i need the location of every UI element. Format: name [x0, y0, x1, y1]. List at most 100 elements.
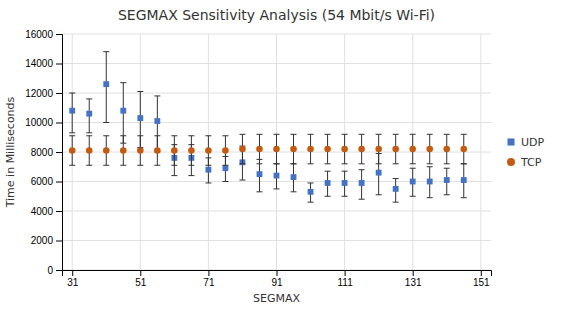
x-tick-mark	[413, 270, 414, 276]
y-tick-label: 16000	[25, 29, 53, 40]
point	[205, 167, 211, 173]
point	[205, 147, 212, 154]
error-bar	[120, 83, 126, 143]
grid-line-y	[62, 240, 491, 241]
point	[461, 177, 467, 183]
x-axis-line	[63, 271, 492, 277]
x-tick: 71	[203, 270, 215, 288]
series	[69, 134, 467, 165]
x-axis: 31 51 71 91 111 131 151	[63, 270, 492, 288]
point	[307, 146, 314, 153]
error-bar	[69, 136, 75, 166]
x-tick-label: 31	[67, 277, 79, 288]
x-tick-mark	[277, 270, 278, 276]
error-bar	[444, 168, 450, 195]
x-tick-label: 91	[271, 277, 283, 288]
point	[375, 146, 382, 153]
y-tick-mark	[56, 182, 62, 183]
point	[103, 81, 109, 87]
point	[376, 170, 382, 176]
y-axis-line	[56, 35, 63, 271]
y-tick-mark	[56, 211, 62, 212]
point	[325, 180, 331, 186]
x-tick-label: 151	[473, 277, 490, 288]
grid-line-y	[62, 93, 491, 94]
error-bar	[461, 164, 467, 198]
point	[426, 146, 433, 153]
legend-swatch	[507, 138, 514, 145]
point	[256, 146, 263, 153]
y-tick-label: 2000	[31, 235, 54, 246]
x-tick-mark	[140, 270, 141, 276]
point	[393, 186, 399, 192]
point	[223, 165, 229, 171]
point	[103, 147, 110, 154]
legend: UDP TCP	[507, 136, 545, 169]
y-tick: 4000	[31, 206, 62, 217]
error-bar	[222, 136, 228, 166]
point	[239, 146, 246, 153]
point	[273, 146, 280, 153]
point	[171, 147, 178, 154]
y-tick-mark	[56, 123, 62, 124]
y-tick: 10000	[25, 117, 62, 128]
x-tick: 131	[405, 270, 422, 288]
point	[120, 147, 127, 154]
y-tick: 12000	[25, 88, 62, 99]
x-tick-mark	[72, 270, 73, 276]
legend-item: TCP	[507, 156, 542, 169]
x-tick-label: 71	[203, 277, 215, 288]
point	[120, 108, 126, 114]
point	[257, 171, 263, 177]
y-tick-label: 8000	[31, 147, 54, 158]
y-tick-mark	[56, 270, 62, 271]
error-bar	[376, 134, 382, 164]
point	[443, 146, 450, 153]
error-bar	[342, 134, 348, 164]
point	[358, 146, 365, 153]
error-bar	[291, 164, 297, 192]
x-tick-label: 131	[405, 277, 422, 288]
error-bar	[359, 170, 365, 200]
plot-area: 3151719111113115102000400060008000100001…	[25, 29, 491, 288]
point	[274, 173, 280, 179]
y-tick: 2000	[31, 235, 62, 246]
point	[460, 146, 467, 153]
x-tick-mark	[481, 270, 482, 276]
error-bar	[393, 179, 399, 203]
legend-item: UDP	[507, 136, 544, 149]
legend-label: TCP	[520, 156, 542, 169]
y-axis: 0200040006000800010000120001400016000	[25, 29, 62, 276]
y-tick: 16000	[25, 29, 62, 40]
y-tick-mark	[56, 64, 62, 65]
y-tick: 0	[47, 265, 62, 276]
x-tick: 111	[337, 270, 353, 288]
y-tick-mark	[56, 93, 62, 94]
x-axis-title: SEGMAX	[253, 292, 300, 305]
point	[427, 179, 433, 185]
series	[69, 52, 467, 202]
error-bar	[461, 134, 467, 164]
x-tick: 31	[67, 270, 79, 288]
grid-line-y	[62, 122, 491, 123]
x-tick-label: 51	[135, 277, 147, 288]
point	[137, 115, 143, 121]
point	[86, 147, 93, 154]
point	[409, 146, 416, 153]
error-bar	[86, 136, 92, 166]
error-bar	[239, 134, 245, 164]
error-bar	[325, 171, 331, 196]
point	[341, 146, 348, 153]
error-bar	[342, 171, 348, 196]
point	[308, 189, 314, 195]
point	[86, 111, 92, 117]
chart: 3151719111113115102000400060008000100001…	[0, 0, 569, 310]
y-tick-label: 12000	[25, 88, 53, 99]
error-bar	[103, 52, 109, 123]
grid-line-y	[62, 211, 491, 212]
y-axis-title: Time in Milliseconds	[4, 96, 17, 208]
point	[188, 147, 195, 154]
error-bar	[120, 136, 126, 166]
error-bar	[308, 183, 314, 202]
y-tick: 14000	[25, 58, 62, 69]
